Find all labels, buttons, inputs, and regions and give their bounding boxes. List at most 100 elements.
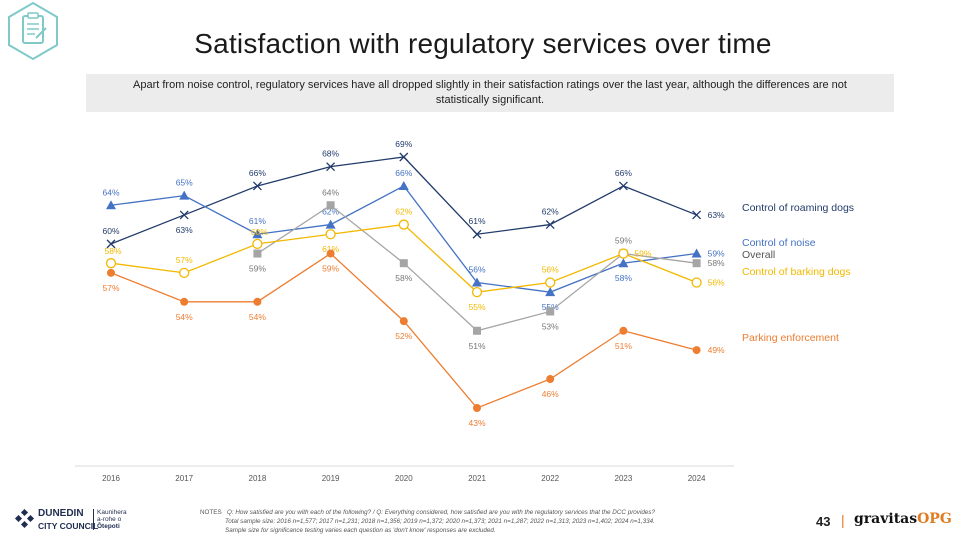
notes-line-1: Q: How satisfied are you with each of th… — [226, 509, 656, 516]
data-point — [546, 307, 555, 316]
page-number: 43 — [816, 514, 831, 529]
data-label: 66% — [249, 168, 266, 178]
x-tick-label: 2018 — [249, 474, 267, 483]
notes-tag: NOTES — [200, 509, 222, 516]
data-label: 57% — [176, 255, 193, 265]
data-point — [399, 317, 408, 326]
x-tick-label: 2019 — [322, 474, 340, 483]
data-point — [618, 248, 629, 259]
subtitle-banner: Apart from noise control, regulatory ser… — [86, 74, 894, 112]
data-point — [691, 248, 702, 258]
x-tick-label: 2017 — [175, 474, 193, 483]
data-label: 58% — [708, 258, 725, 268]
data-label: 59% — [615, 236, 632, 246]
legend-label: Overall — [742, 249, 775, 261]
x-tick-label: 2021 — [468, 474, 486, 483]
data-point — [325, 219, 336, 229]
data-point — [692, 259, 701, 268]
data-label: 46% — [542, 389, 559, 399]
data-label: 61% — [249, 216, 266, 226]
data-point — [106, 239, 116, 249]
notes-line-3: Sample size for significance testing var… — [225, 527, 496, 534]
legend-label: Control of noise — [742, 237, 816, 249]
data-label: 58% — [104, 246, 121, 256]
council-maori-line-1: Kaunihera — [97, 509, 127, 516]
data-label: 55% — [468, 302, 485, 312]
data-point — [545, 277, 556, 288]
data-label: 66% — [615, 168, 632, 178]
data-point — [253, 297, 262, 306]
data-label: 63% — [176, 225, 193, 235]
data-point — [325, 229, 336, 240]
data-point — [546, 375, 555, 384]
x-tick-label: 2024 — [688, 474, 706, 483]
data-label: 64% — [322, 187, 339, 197]
data-point — [179, 190, 190, 200]
data-point — [545, 220, 555, 230]
data-label: 51% — [615, 341, 632, 351]
data-point — [252, 181, 262, 191]
data-point — [473, 404, 481, 412]
data-point — [398, 219, 409, 230]
series-control-of-roaming-dogs: 60% 63% 66% 68% 69% 61% 62% 66% 63% Control of ro… — [102, 139, 854, 249]
council-name-line-1: DUNEDIN — [38, 508, 84, 519]
data-point — [472, 229, 482, 239]
data-point — [472, 277, 482, 287]
data-point — [106, 200, 116, 210]
data-label: 53% — [542, 321, 559, 331]
data-label: 68% — [322, 149, 339, 159]
data-label: 59% — [249, 264, 266, 274]
council-name-line-2: CITY COUNCIL — [38, 521, 99, 531]
data-point — [326, 162, 336, 172]
council-crest-icon — [14, 508, 35, 529]
data-point — [179, 210, 189, 220]
data-label: 43% — [468, 418, 485, 428]
data-point — [471, 287, 483, 298]
data-point — [326, 249, 335, 258]
data-label: 60% — [251, 227, 268, 237]
data-label: 57% — [102, 283, 119, 293]
data-point — [619, 326, 628, 335]
data-label: 55% — [542, 302, 559, 312]
data-label: 66% — [395, 168, 412, 178]
data-point — [691, 277, 702, 288]
data-label: 61% — [468, 216, 485, 226]
council-maori-name: Kaunihera a-rohe o Ōtepoti — [93, 509, 127, 530]
council-maori-line-3: Ōtepoti — [97, 523, 120, 530]
page-title: Satisfaction with regulatory services ov… — [194, 28, 772, 59]
data-point — [618, 181, 628, 191]
clipboard-badge-icon — [8, 1, 58, 61]
data-point — [398, 180, 409, 190]
data-point — [326, 201, 335, 210]
series-control-of-barking-dogs: 58%57%60%61%62%55%56%59%56%Control of ba… — [104, 207, 850, 313]
series-parking-enforcement: 57% 54% 54% 59% 52% 43% 46% 51% 49% Parking enfor… — [102, 249, 839, 428]
data-label: 54% — [249, 312, 266, 322]
data-label: 60% — [102, 226, 119, 236]
x-tick-label: 2022 — [541, 474, 559, 483]
data-label: 56% — [542, 265, 559, 275]
data-point — [618, 258, 629, 268]
brand-main: gravitas — [854, 511, 918, 527]
brand-accent: OPG — [917, 511, 952, 527]
data-label: 59% — [634, 249, 651, 259]
data-label: 61% — [322, 244, 339, 254]
data-point — [179, 267, 190, 278]
brand-logo: gravitasOPG — [854, 511, 952, 527]
data-point — [692, 210, 702, 220]
data-label: 58% — [615, 273, 632, 283]
data-point — [107, 268, 115, 277]
x-tick-label: 2023 — [615, 474, 633, 483]
data-label: 62% — [542, 207, 559, 217]
council-maori-line-2: a-rohe o — [97, 516, 122, 523]
legend-label: Control of barking dogs — [742, 266, 851, 278]
data-label: 56% — [468, 265, 485, 275]
data-point — [545, 287, 556, 297]
data-point — [253, 249, 262, 258]
data-point — [399, 152, 409, 162]
data-label: 65% — [176, 178, 193, 188]
legend-label: Parking enforcement — [742, 332, 839, 344]
data-label: 64% — [102, 187, 119, 197]
x-tick-label: 2020 — [395, 474, 413, 483]
data-label: 62% — [395, 207, 412, 217]
